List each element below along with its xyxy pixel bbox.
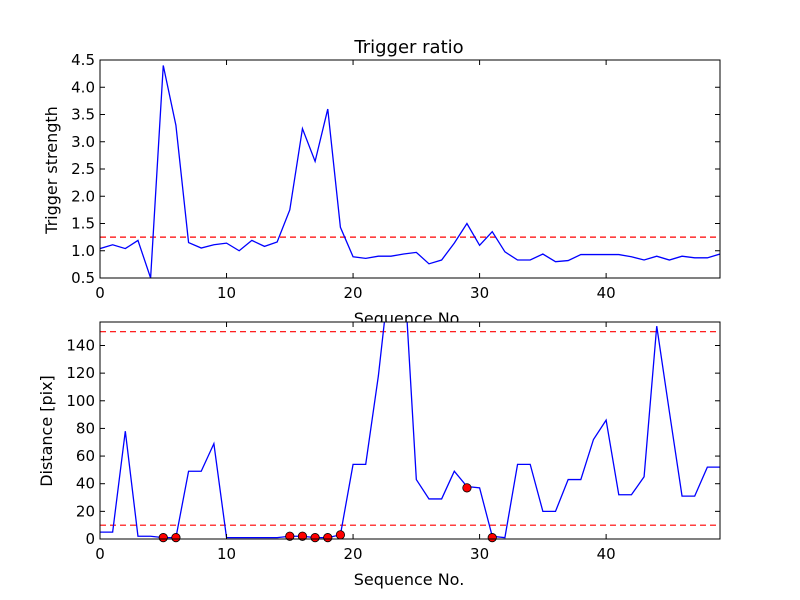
trigger-ratio-plot-area: 0 10 20 30 40 0.5 1.0 1.5 2.0 2.5 3.0 3.5 4.0 4.5 [71,51,721,302]
top-y-tick-label: 1.5 [71,215,95,233]
bottom-y-tick-label: 40 [76,475,95,493]
chart-title: Trigger ratio [353,37,463,58]
bottom-plot-background [100,322,720,539]
bottom-marker-point [462,483,472,493]
top-x-tick-label: 30 [470,284,489,302]
top-series-line-0 [100,65,720,278]
bottom-marker-point [297,531,308,541]
top-x-tick-label: 20 [344,284,363,302]
bottom-y-tick-label: 60 [76,447,95,465]
bottom-marker-point [171,533,181,543]
bottom-marker-point [310,533,320,543]
top-y-tick-label: 1.0 [71,242,95,260]
bottom-y-tick-label: 20 [76,502,95,520]
bottom-x-tick-label: 30 [470,545,489,563]
bottom-marker-point [285,531,295,541]
top-y-tick-label: 4.5 [71,51,95,69]
top-y-tick-label: 2.5 [71,160,95,178]
bottom-series-line-0 [100,322,720,539]
distance-panel: 0 10 20 30 40 0 20 40 60 80 100 120 140 Sequence No.… [37,321,721,589]
top-plot-background [100,60,720,278]
bottom-y-tick-label: 80 [76,419,95,437]
bottom-y-tick-label: 140 [66,336,95,354]
top-y-tick-label: 3.0 [71,133,95,151]
top-y-tick-label: 0.5 [71,269,95,287]
bottom-y-tick-label: 100 [66,392,95,410]
bottom-marker-point [158,533,168,543]
bottom-x-tick-label: 0 [95,545,105,563]
top-x-tick-label: 0 [95,284,105,302]
top-x-tick-label: 40 [597,284,616,302]
top-x-tick-label: 10 [217,284,236,302]
bottom-x-tick-label: 40 [597,545,616,563]
bottom-y-tick-label: 0 [85,530,95,548]
bottom-x-tick-label: 20 [344,545,363,563]
distance-plot-area: 0 10 20 30 40 0 20 40 60 80 100 120 140 [66,321,721,563]
top-y-tick-label: 4.0 [71,78,95,96]
top-y-axis-label: Trigger strength [42,106,61,235]
bottom-axes-frame [99,321,721,540]
top-y-tick-label: 3.5 [71,106,95,124]
bottom-marker-point [335,530,346,540]
bottom-y-tick-label: 120 [66,364,95,382]
bottom-marker-point [323,533,333,543]
bottom-x-tick-label: 10 [217,545,236,563]
trigger-ratio-panel: Trigger ratio 0 10 20 30 40 0.5 1.0 1.5 2.0 2.5 3.… [42,37,721,328]
bottom-marker-point [487,533,497,543]
top-y-tick-label: 2.0 [71,187,95,205]
bottom-y-axis-label: Distance [pix] [37,375,56,487]
bottom-x-axis-label: Sequence No. [354,570,465,589]
